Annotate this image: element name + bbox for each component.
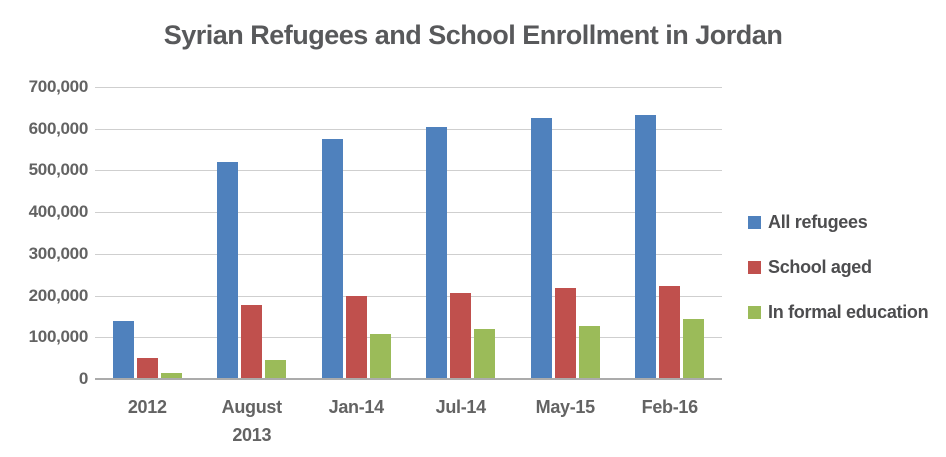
y-tick-label: 500,000: [28, 160, 89, 180]
y-tick-label: 0: [78, 369, 88, 388]
bar-school-aged: [659, 286, 681, 379]
y-tick-label: 100,000: [28, 327, 89, 347]
x-axis: 2012 August 2013 Jan-14 Jul-14 May-15 Feb-16: [95, 393, 722, 449]
bar-group: [200, 87, 305, 379]
bar-school-aged: [554, 288, 576, 379]
bar-all-refugees: [321, 139, 343, 379]
legend-label: In formal education: [768, 301, 929, 322]
gridline: [95, 337, 722, 339]
x-tick-label: Jul-14: [435, 397, 487, 417]
legend-item: All refugees: [748, 208, 928, 236]
bar-all-refugees: [635, 115, 657, 379]
bar-in-formal-education: [160, 373, 182, 379]
bar-in-formal-education: [369, 334, 391, 379]
y-axis: 700,000 600,000 500,000 400,000 300,000 200,0…: [0, 0, 89, 457]
legend: All refugees School aged In formal educati…: [748, 208, 929, 343]
legend-swatch-icon: [748, 305, 761, 319]
bar-in-formal-education: [683, 319, 705, 379]
bar-all-refugees: [217, 162, 239, 379]
bar-school-aged: [136, 358, 158, 379]
bar-in-formal-education: [578, 326, 600, 379]
bar-all-refugees: [112, 321, 134, 379]
bar-all-refugees: [530, 118, 552, 379]
gridline: [95, 253, 722, 255]
legend-label: School aged: [768, 256, 872, 277]
y-tick-label: 400,000: [28, 202, 89, 222]
bar-group: [304, 87, 409, 379]
legend-label: All refugees: [768, 211, 868, 232]
bar-school-aged: [345, 296, 367, 379]
x-tick-label: Feb-16: [641, 397, 699, 417]
legend-swatch-icon: [748, 215, 761, 229]
legend-item: School aged: [748, 253, 928, 281]
gridline: [95, 128, 722, 130]
y-tick-label: 300,000: [28, 243, 89, 263]
bar-group: [409, 87, 514, 379]
bar-group: [618, 87, 723, 379]
bar-in-formal-education: [265, 360, 287, 379]
y-tick-label: 700,000: [28, 77, 89, 96]
x-tick-label: August 2013: [221, 397, 283, 445]
x-axis-line: [95, 378, 722, 380]
bar-in-formal-education: [474, 329, 496, 379]
chart-title: Syrian Refugees and School Enrollment in…: [163, 20, 783, 50]
x-tick-label: 2012: [127, 397, 167, 417]
bar-group: [95, 87, 200, 379]
legend-swatch-icon: [748, 260, 761, 274]
x-tick-label: May-15: [535, 397, 596, 417]
bar-group: [513, 87, 618, 379]
y-tick-label: 600,000: [28, 118, 89, 138]
x-tick-label: Jan-14: [328, 397, 385, 417]
gridline: [95, 212, 722, 214]
y-tick-label: 200,000: [28, 285, 89, 305]
bar-school-aged: [241, 305, 263, 379]
bar-school-aged: [450, 293, 472, 379]
bar-groups: [95, 87, 722, 379]
plot-area: [95, 87, 722, 380]
legend-item: In formal education: [748, 298, 929, 326]
gridline: [95, 87, 722, 88]
gridline: [95, 295, 722, 297]
bar-all-refugees: [426, 127, 448, 379]
gridline: [95, 170, 722, 172]
